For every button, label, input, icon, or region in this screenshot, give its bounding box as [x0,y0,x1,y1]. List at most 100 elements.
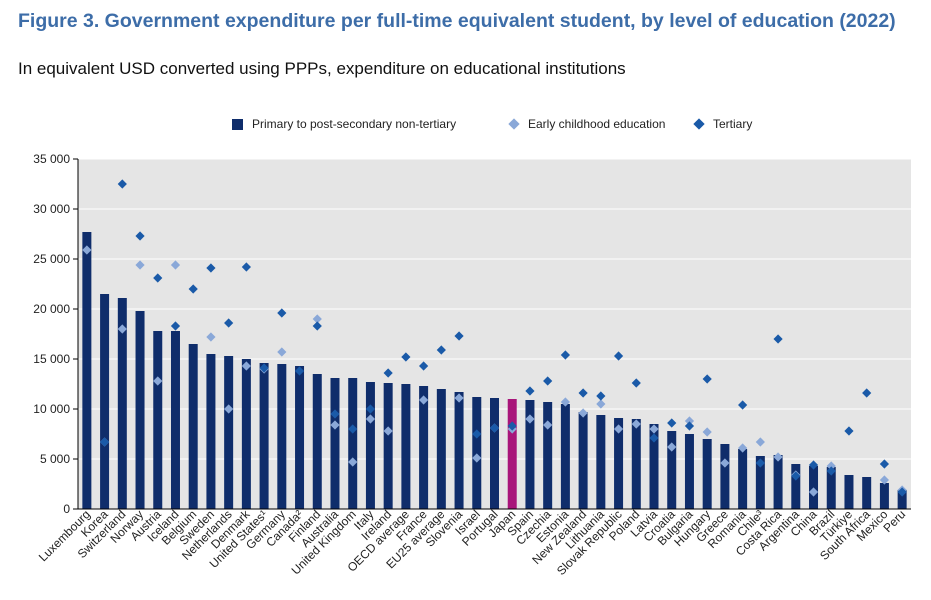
tertiary-point [560,350,570,360]
tertiary-point [808,460,819,470]
legend-label-early: Early childhood education [528,117,666,131]
bar [543,402,553,509]
tertiary-point [507,421,517,431]
bar [773,455,783,509]
early-childhood-point [117,324,127,334]
early-childhood-point [684,416,695,426]
tertiary-point [135,231,145,241]
early-childhood-point [578,408,588,418]
bar [419,386,429,509]
bar [614,418,624,509]
bar [826,467,836,509]
bar [525,400,535,509]
y-tick-label: 30 000 [33,202,70,216]
tertiary-point [826,466,836,476]
tertiary-point [206,263,216,273]
early-childhood-point [596,399,606,409]
early-childhood-point [170,260,181,270]
bar [224,356,234,509]
early-childhood-point [419,395,429,405]
tertiary-point [525,386,535,396]
tertiary-point [897,487,907,497]
tertiary-point [419,361,429,371]
early-childhood-point [720,458,730,468]
early-childhood-point [773,452,783,462]
tertiary-point [99,437,110,447]
early-childhood-point [826,461,836,471]
bar [507,399,517,509]
bar [188,344,198,509]
bar [897,490,907,509]
chart-subtitle: In equivalent USD converted using PPPs, … [18,59,626,78]
tertiary-point [259,363,269,373]
tertiary-point [578,388,588,398]
y-tick-label: 35 000 [33,152,70,166]
tertiary-point [684,421,695,431]
tertiary-point [844,426,854,436]
tertiary-point [348,424,358,434]
tertiary-point [773,334,783,344]
chart-legend: Primary to post-secondary non-tertiary E… [0,117,931,135]
tertiary-point [543,376,553,386]
bar [472,397,482,509]
bar [100,294,110,509]
tertiary-point [365,404,376,414]
early-childhood-point [330,420,340,430]
tertiary-point [277,308,287,318]
early-childhood-point [808,487,819,497]
tertiary-point [294,366,305,376]
early-childhood-point [879,475,890,485]
bar [348,378,358,509]
tertiary-point [791,471,801,481]
bar [241,359,251,509]
bar [702,439,712,509]
bar [436,389,446,509]
early-childhood-point [206,332,216,342]
bar [596,415,606,509]
bar [153,331,163,509]
early-childhood-point [365,414,376,424]
early-childhood-point [613,424,624,434]
y-tick-label: 15 000 [33,352,70,366]
legend-label-primary: Primary to post-secondary non-tertiary [252,117,457,131]
tertiary-point [755,458,765,468]
bar [117,298,127,509]
legend-swatch-primary [232,118,243,130]
tertiary-point [613,351,624,361]
early-childhood-point [277,347,287,357]
early-childhood-point [702,427,712,437]
tertiary-point [862,388,872,398]
tertiary-point [631,378,641,388]
early-childhood-point [525,414,535,424]
tertiary-point [702,374,712,384]
tertiary-point [738,400,748,410]
tertiary-point [224,318,234,328]
tertiary-point [489,423,500,433]
bar [490,398,499,509]
bar [295,366,305,509]
tertiary-point [312,321,322,331]
bar [862,477,872,509]
early-childhood-point [631,419,641,429]
legend-item-early: Early childhood education [508,117,666,131]
bar [82,232,92,509]
bar [791,464,801,509]
early-childhood-point [348,457,358,467]
tertiary-point [472,429,482,439]
early-childhood-point [454,393,464,403]
y-tick-label: 10 000 [33,402,70,416]
bar [879,483,889,509]
tertiary-point [879,459,890,469]
y-tick-label: 25 000 [33,252,70,266]
tertiary-point [667,418,677,428]
early-childhood-point [135,260,145,270]
bar [720,444,730,509]
bar [365,382,375,509]
bar [560,404,570,509]
bar [454,392,464,509]
bar [649,424,659,509]
tertiary-point [330,409,340,419]
tertiary-point [383,368,393,378]
bar [631,419,641,509]
y-tick-label: 0 [63,502,70,516]
